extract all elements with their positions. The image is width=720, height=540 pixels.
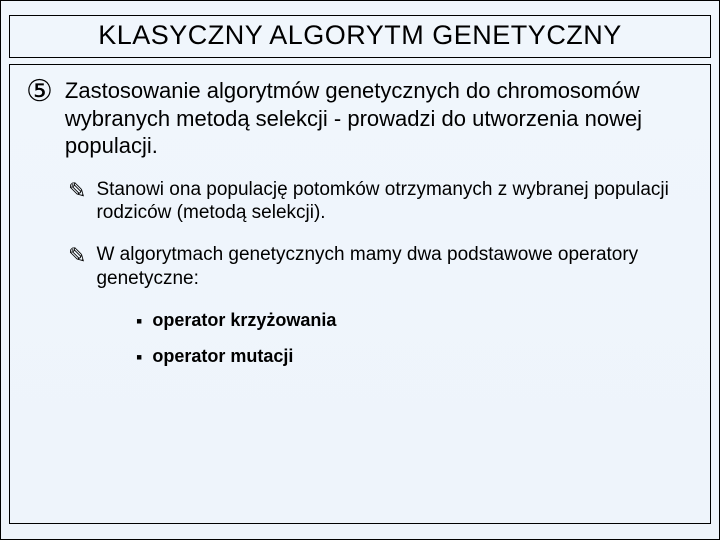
title-box: KLASYCZNY ALGORYTM GENETYCZNY [9,15,711,58]
slide-title: KLASYCZNY ALGORYTM GENETYCZNY [20,20,700,51]
square-bullet-icon: ▪ [136,348,142,366]
bullet-level3: ▪ operator krzyżowania [136,309,694,332]
pointer-icon: ✎ [68,245,86,267]
bullet-level1-text: Zastosowanie algorytmów genetycznych do … [65,77,694,160]
pointer-icon: ✎ [68,180,86,202]
bullet-level2-text: Stanowi ona populację potomków otrzymany… [96,178,694,226]
content-box: ⑤ Zastosowanie algorytmów genetycznych d… [9,64,711,524]
slide-frame: KLASYCZNY ALGORYTM GENETYCZNY ⑤ Zastosow… [0,0,720,540]
bullet-level2: ✎ W algorytmach genetycznych mamy dwa po… [68,243,694,291]
bullet-level1: ⑤ Zastosowanie algorytmów genetycznych d… [26,77,694,160]
bullet-level2-text: W algorytmach genetycznych mamy dwa pods… [96,243,694,291]
bullet-level2: ✎ Stanowi ona populację potomków otrzyma… [68,178,694,226]
bullet-level3: ▪ operator mutacji [136,345,694,368]
square-bullet-icon: ▪ [136,312,142,330]
bullet-level3-text: operator krzyżowania [152,309,336,332]
circled-number-icon: ⑤ [26,77,53,107]
bullet-level3-text: operator mutacji [152,345,293,368]
